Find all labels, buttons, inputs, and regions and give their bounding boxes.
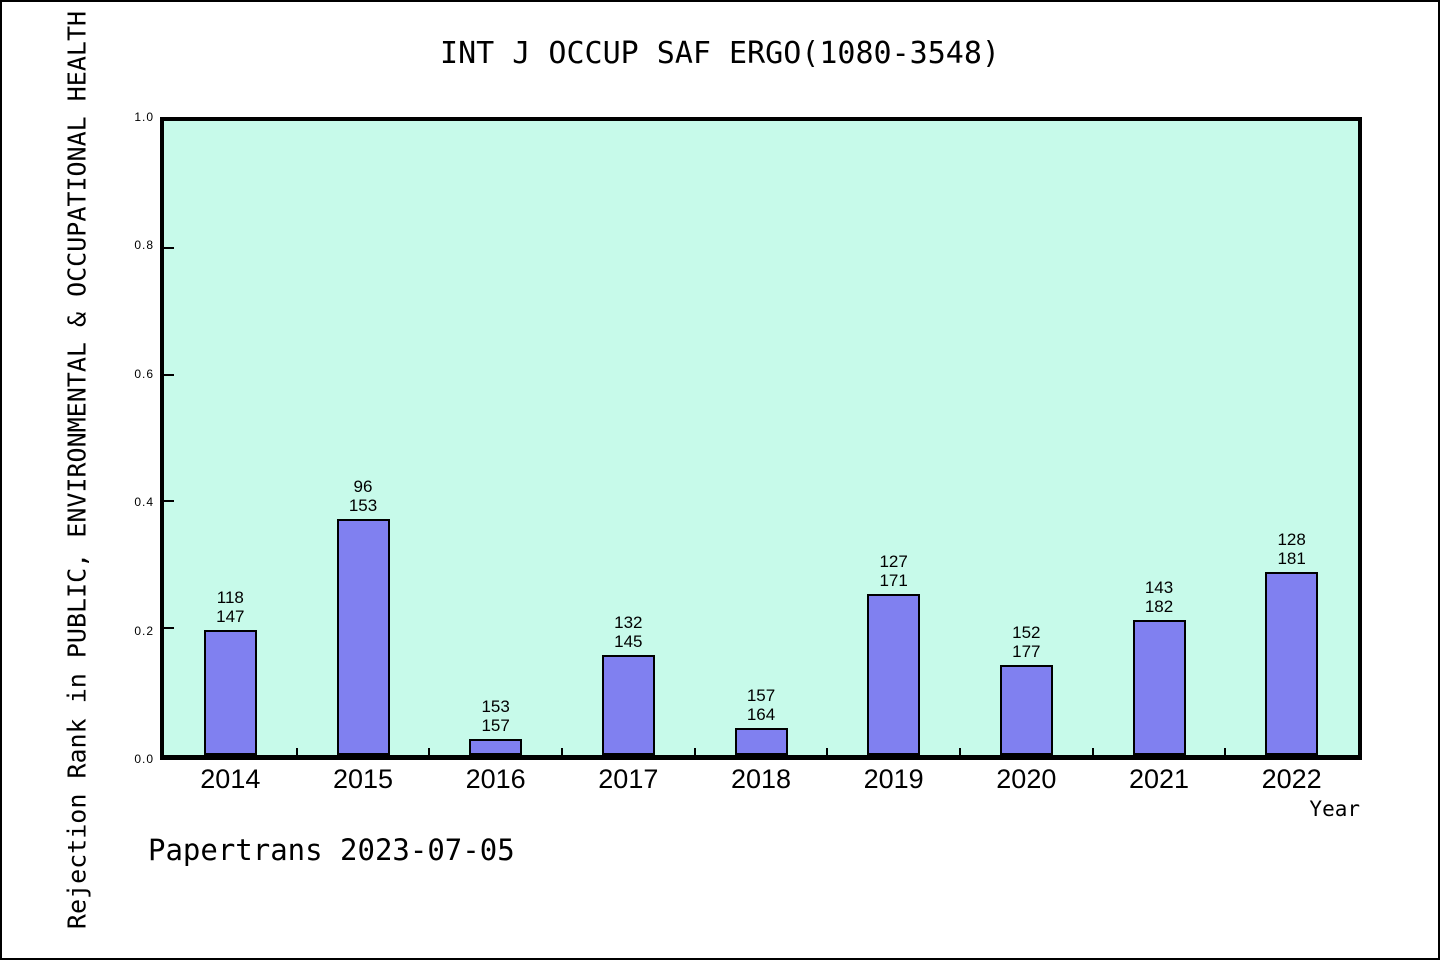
x-tick [693,748,696,755]
bar-value-line: 181 [1277,549,1306,568]
bar-value-line: 177 [1012,642,1041,661]
bar-value-label: 96 153 [303,477,423,515]
bar [601,655,655,755]
bar-value-label: 118 147 [170,588,290,626]
x-tick-label: 2018 [730,764,792,794]
y-tick [164,246,174,249]
bar-value-line: 127 [879,552,908,571]
bar-value-label: 132 145 [568,613,688,651]
x-tick-label: 2022 [1261,764,1322,794]
x-tick-label: 2015 [332,764,394,794]
x-tick-label: 2014 [200,764,261,794]
bar-value-line: 182 [1144,597,1174,616]
bar-value-line: 164 [746,705,776,724]
bar-value-line: 147 [216,607,245,626]
bar [203,630,257,755]
x-tick [959,748,961,755]
bar-value-label: 143 182 [1099,578,1219,616]
watermark-text: Papertrans 2023-07-05 [148,833,515,867]
y-axis-label: Rejection Rank in PUBLIC, ENVIRONMENTAL … [62,10,92,930]
y-tick [164,373,174,376]
bar-value-line: 157 [481,716,510,735]
bar [1265,572,1319,755]
y-tick-label: 0.4 [134,495,154,510]
x-tick-label: 2020 [996,764,1057,794]
bar-value-line: 118 [216,588,244,607]
y-tick-label: 0.8 [134,238,154,253]
bar-value-line: 132 [614,613,643,632]
bar-value-label: 153 157 [436,697,556,735]
bar [734,728,788,755]
x-axis-label: Year [1309,797,1360,821]
x-tick [428,748,431,755]
bar [336,519,390,755]
bar [469,739,523,755]
y-tick-label: 0.0 [134,752,154,766]
bar-value-line: 153 [348,496,378,515]
bar-value-label: 157 164 [701,686,821,724]
bar [1132,620,1186,755]
plot-inner: 118 147 96 153 153 157 132 145 157 164 127 171 152 17… [164,121,1358,755]
bar-value-line: 157 [746,686,776,705]
bar [999,665,1053,755]
x-tick-label: 2016 [465,764,526,794]
bar-value-label: 127 171 [834,552,954,590]
chart-title: INT J OCCUP SAF ERGO(1080-3548) [440,36,1000,71]
x-tick-label: 2021 [1128,764,1190,794]
bar-value-line: 143 [1144,578,1174,597]
x-tick [295,748,298,755]
x-tick [561,748,563,755]
y-tick-label: 0.2 [134,623,154,638]
bar-value-line: 153 [481,697,510,716]
bar-value-line: 171 [879,571,908,590]
plot-area: 118 147 96 153 153 157 132 145 157 164 127 171 152 17… [160,117,1362,760]
y-tick-label: 1.0 [134,110,154,124]
bar-value-label: 152 177 [966,623,1086,661]
bar-value-line: 128 [1277,530,1306,549]
y-tick-label: 0.6 [134,366,154,381]
bar [867,594,921,755]
bar-value-line: 145 [614,632,643,651]
x-tick-label: 2019 [863,764,924,794]
y-tick [164,627,174,630]
bar-value-line: 96 [353,477,373,496]
bar-value-line: 152 [1012,623,1041,642]
x-tick-label: 2017 [598,764,659,794]
bar-value-label: 128 181 [1232,530,1352,568]
y-tick [164,500,174,503]
x-tick [1224,748,1227,755]
x-tick [1091,748,1094,755]
x-tick [826,748,829,755]
